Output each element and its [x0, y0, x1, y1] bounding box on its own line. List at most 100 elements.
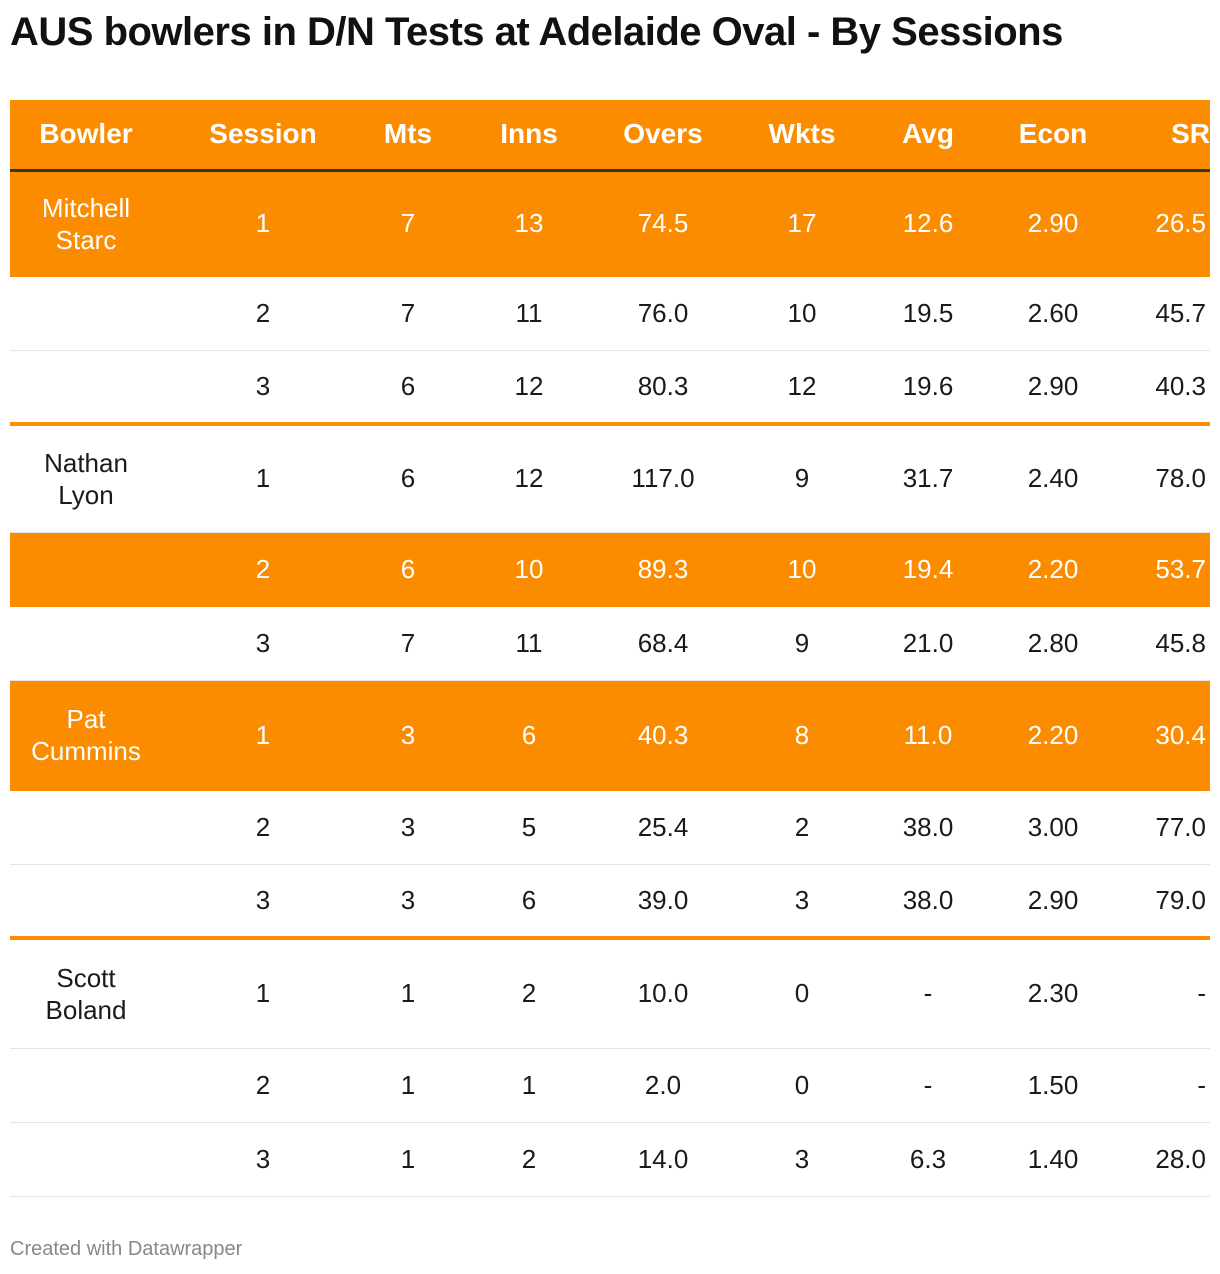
table-row: 3 7 11 68.4 9 21.0 2.80 45.8	[10, 606, 1210, 681]
cell-econ: 1.40	[972, 1122, 1134, 1197]
table-header-row: Bowler Session Mts Inns Overs Wkts Avg E…	[10, 100, 1210, 172]
cell-avg: 11.0	[884, 680, 972, 791]
cell-econ: 2.40	[972, 424, 1134, 533]
cell-mts: 1	[364, 1122, 452, 1197]
cell-econ: 2.80	[972, 606, 1134, 681]
cell-overs: 68.4	[606, 606, 720, 681]
cell-bowler	[10, 532, 162, 607]
cell-mts: 3	[364, 864, 452, 940]
cell-bowler	[10, 1048, 162, 1123]
cell-sr: -	[1134, 938, 1210, 1049]
cell-overs: 89.3	[606, 532, 720, 607]
cell-avg: 19.6	[884, 350, 972, 426]
cell-mts: 7	[364, 170, 452, 277]
cell-econ: 3.00	[972, 790, 1134, 865]
cell-bowler	[10, 790, 162, 865]
cell-sr: -	[1134, 1048, 1210, 1123]
cell-bowler: Mitchell Starc	[10, 170, 162, 277]
cell-mts: 6	[364, 424, 452, 533]
cell-sr: 77.0	[1134, 790, 1210, 865]
cell-bowler	[10, 606, 162, 681]
cell-inns: 11	[452, 606, 606, 681]
cell-econ: 2.20	[972, 532, 1134, 607]
cell-inns: 10	[452, 532, 606, 607]
cell-bowler	[10, 350, 162, 426]
cell-wkts: 17	[720, 170, 884, 277]
cell-sr: 40.3	[1134, 350, 1210, 426]
cell-wkts: 9	[720, 424, 884, 533]
cell-inns: 12	[452, 350, 606, 426]
chart-title: AUS bowlers in D/N Tests at Adelaide Ova…	[10, 10, 1063, 54]
cell-session: 2	[162, 1048, 364, 1123]
cell-bowler	[10, 1122, 162, 1197]
cell-inns: 13	[452, 170, 606, 277]
cell-wkts: 8	[720, 680, 884, 791]
cell-mts: 1	[364, 938, 452, 1049]
cell-wkts: 10	[720, 532, 884, 607]
cell-avg: 38.0	[884, 864, 972, 940]
column-header-bowler[interactable]: Bowler	[10, 100, 162, 172]
cell-session: 2	[162, 790, 364, 865]
cell-overs: 117.0	[606, 424, 720, 533]
stats-table: Bowler Session Mts Inns Overs Wkts Avg E…	[10, 100, 1210, 1197]
cell-overs: 74.5	[606, 170, 720, 277]
cell-session: 2	[162, 276, 364, 351]
cell-mts: 3	[364, 680, 452, 791]
cell-overs: 80.3	[606, 350, 720, 426]
cell-mts: 6	[364, 350, 452, 426]
cell-econ: 2.90	[972, 170, 1134, 277]
cell-wkts: 10	[720, 276, 884, 351]
cell-session: 3	[162, 1122, 364, 1197]
cell-avg: 19.4	[884, 532, 972, 607]
cell-avg: 12.6	[884, 170, 972, 277]
cell-econ: 2.30	[972, 938, 1134, 1049]
table-row: 2 7 11 76.0 10 19.5 2.60 45.7	[10, 276, 1210, 351]
cell-session: 1	[162, 680, 364, 791]
cell-sr: 78.0	[1134, 424, 1210, 533]
cell-sr: 45.8	[1134, 606, 1210, 681]
cell-inns: 11	[452, 276, 606, 351]
column-header-session[interactable]: Session	[162, 100, 364, 172]
cell-avg: -	[884, 1048, 972, 1123]
footer-credit: Created with Datawrapper	[10, 1238, 243, 1260]
cell-session: 1	[162, 938, 364, 1049]
cell-mts: 1	[364, 1048, 452, 1123]
table-row: Scott Boland 1 1 2 10.0 0-2.30-	[10, 938, 1210, 1049]
cell-avg: 21.0	[884, 606, 972, 681]
cell-session: 1	[162, 424, 364, 533]
cell-wkts: 0	[720, 938, 884, 1049]
cell-econ: 2.20	[972, 680, 1134, 791]
cell-avg: -	[884, 938, 972, 1049]
cell-sr: 45.7	[1134, 276, 1210, 351]
table-row: 3 1 2 14.0 3 6.3 1.40 28.0	[10, 1122, 1210, 1197]
cell-bowler: Pat Cummins	[10, 680, 162, 791]
cell-sr: 26.5	[1134, 170, 1210, 277]
cell-bowler: Scott Boland	[10, 938, 162, 1049]
cell-mts: 7	[364, 606, 452, 681]
table-row: 2 3 5 25.4 2 38.0 3.00 77.0	[10, 790, 1210, 865]
column-header-sr[interactable]: SR	[1134, 100, 1210, 172]
column-header-inns[interactable]: Inns	[452, 100, 606, 172]
column-header-econ[interactable]: Econ	[972, 100, 1134, 172]
cell-overs: 39.0	[606, 864, 720, 940]
column-header-overs[interactable]: Overs	[606, 100, 720, 172]
cell-econ: 1.50	[972, 1048, 1134, 1123]
cell-bowler: Nathan Lyon	[10, 424, 162, 533]
column-header-mts[interactable]: Mts	[364, 100, 452, 172]
cell-wkts: 3	[720, 1122, 884, 1197]
table-body: Mitchell Starc 1 7 13 74.5 17 12.6 2.90 26.5 2 7 11 7…	[10, 170, 1210, 1197]
column-header-avg[interactable]: Avg	[884, 100, 972, 172]
cell-overs: 76.0	[606, 276, 720, 351]
cell-session: 3	[162, 350, 364, 426]
cell-econ: 2.90	[972, 864, 1134, 940]
cell-avg: 31.7	[884, 424, 972, 533]
column-header-wkts[interactable]: Wkts	[720, 100, 884, 172]
cell-inns: 2	[452, 1122, 606, 1197]
cell-mts: 6	[364, 532, 452, 607]
cell-sr: 28.0	[1134, 1122, 1210, 1197]
cell-avg: 38.0	[884, 790, 972, 865]
cell-inns: 5	[452, 790, 606, 865]
cell-session: 3	[162, 606, 364, 681]
cell-inns: 1	[452, 1048, 606, 1123]
cell-econ: 2.60	[972, 276, 1134, 351]
